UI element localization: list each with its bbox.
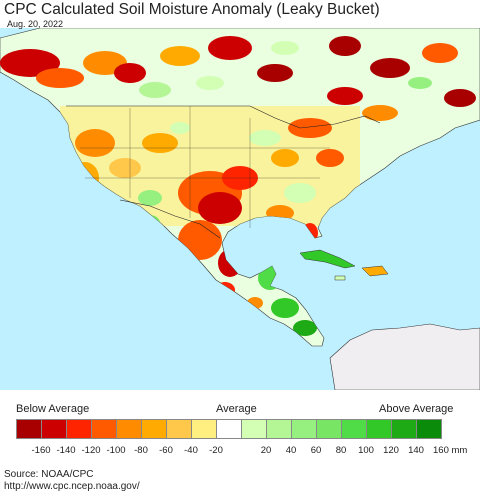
- legend-swatch: [66, 419, 92, 439]
- borders: [66, 105, 381, 239]
- legend-tick-label: -100: [106, 445, 126, 456]
- legend-colorbar: [16, 419, 442, 439]
- legend-tick-label: 40: [285, 445, 297, 456]
- legend-swatch: [291, 419, 317, 439]
- legend-average-label: Average: [216, 403, 257, 415]
- anomaly-patches: [0, 36, 476, 336]
- legend-tick-label: 80: [335, 445, 347, 456]
- map-date: Aug. 20, 2022: [7, 19, 64, 29]
- land-south-america: [329, 323, 480, 390]
- legend-below-average-label: Below Average: [16, 403, 90, 415]
- legend-swatch: [341, 419, 367, 439]
- legend-tick-label: 140: [408, 445, 424, 456]
- island-cuba: [299, 249, 356, 269]
- legend-tick-label: -160: [31, 445, 51, 456]
- soil-moisture-map: [0, 28, 480, 390]
- legend-ticks: -160 -140 -120 -100 -80 -60 -40 -20 20 40 60 80 100 1…: [16, 445, 476, 457]
- island-hispaniola: [361, 265, 389, 277]
- legend-swatch: [266, 419, 292, 439]
- legend-swatch: [166, 419, 192, 439]
- legend-tick-label: -40: [184, 445, 198, 456]
- page-title: CPC Calculated Soil Moisture Anomaly (Le…: [4, 1, 380, 18]
- legend-tick-label: -20: [209, 445, 223, 456]
- legend-tick-label: 100: [358, 445, 374, 456]
- legend-swatch: [391, 419, 417, 439]
- legend-tick-label: 20: [260, 445, 272, 456]
- legend-tick-label: 60: [310, 445, 322, 456]
- legend-swatch: [316, 419, 342, 439]
- legend-swatch: [366, 419, 392, 439]
- legend-tick-label: 120: [383, 445, 399, 456]
- legend-swatch: [416, 419, 442, 439]
- legend-tick-label: 160 mm: [433, 445, 468, 456]
- legend-tick-label: -140: [56, 445, 76, 456]
- legend-swatch: [241, 419, 267, 439]
- legend-tick-label: -80: [134, 445, 148, 456]
- legend-swatch: [141, 419, 167, 439]
- legend-swatch: [91, 419, 117, 439]
- legend-swatch: [16, 419, 42, 439]
- legend-swatch: [116, 419, 142, 439]
- source-credit: Source: NOAA/CPC: [4, 469, 94, 480]
- legend-swatch: [41, 419, 67, 439]
- source-url: http://www.cpc.ncep.noaa.gov/: [4, 481, 140, 492]
- legend-above-average-label: Above Average: [379, 403, 454, 415]
- legend-swatch: [216, 419, 242, 439]
- island-jamaica: [334, 275, 346, 281]
- legend-tick-label: -120: [81, 445, 101, 456]
- legend-tick-label: -60: [159, 445, 173, 456]
- legend-swatch: [191, 419, 217, 439]
